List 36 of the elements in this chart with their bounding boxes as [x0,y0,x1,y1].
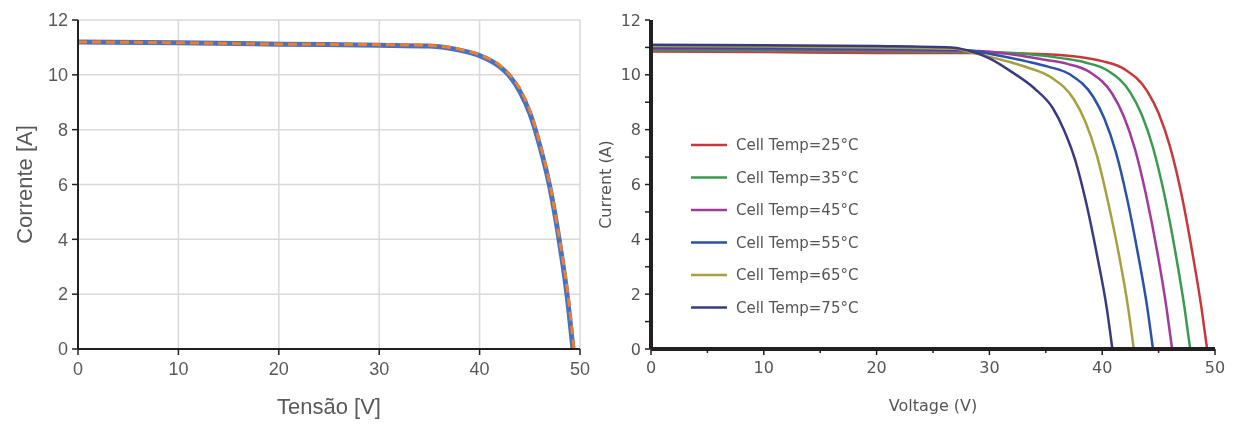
x-tick-label: 0 [72,359,84,379]
legend-label: Cell Temp=65°C [736,266,859,285]
y-tick-label: 10 [620,65,641,85]
y-tick-label: 6 [630,175,641,195]
x-axis-title: Voltage (V) [888,396,978,415]
y-tick-label: 2 [57,284,68,305]
legend-label: Cell Temp=75°C [736,298,859,317]
y-axis-title: Current (A) [596,140,615,229]
y-tick-label: 10 [47,65,68,86]
y-tick-label: 4 [57,229,68,250]
legend-label: Cell Temp=55°C [736,233,859,252]
x-tick-label: 40 [469,359,490,379]
x-tick-label: 30 [369,359,390,379]
x-tick-label: 50 [1204,358,1226,377]
x-tick-label: 10 [168,359,189,379]
y-axis-title: Corrente [A] [12,125,37,244]
y-tick-label: 2 [630,284,641,304]
y-tick-label: 0 [57,339,68,360]
legend-label: Cell Temp=45°C [736,201,859,220]
x-tick-label: 0 [645,358,657,377]
y-tick-label: 12 [620,10,641,30]
x-tick-label: 10 [753,358,774,377]
legend-label: Cell Temp=25°C [736,136,859,155]
y-tick-label: 6 [57,174,68,195]
y-tick-label: 8 [57,119,68,140]
y-tick-label: 0 [630,339,641,359]
x-tick-label: 40 [1092,358,1113,377]
y-tick-label: 8 [630,120,641,140]
x-tick-label: 20 [866,358,887,377]
y-tick-label: 4 [630,229,641,249]
x-tick-label: 20 [268,359,289,379]
x-tick-label: 50 [569,359,591,379]
legend-label: Cell Temp=35°C [736,168,859,187]
x-axis-title: Tensão [V] [277,394,381,419]
x-tick-label: 30 [979,358,1000,377]
y-tick-label: 12 [47,10,68,31]
